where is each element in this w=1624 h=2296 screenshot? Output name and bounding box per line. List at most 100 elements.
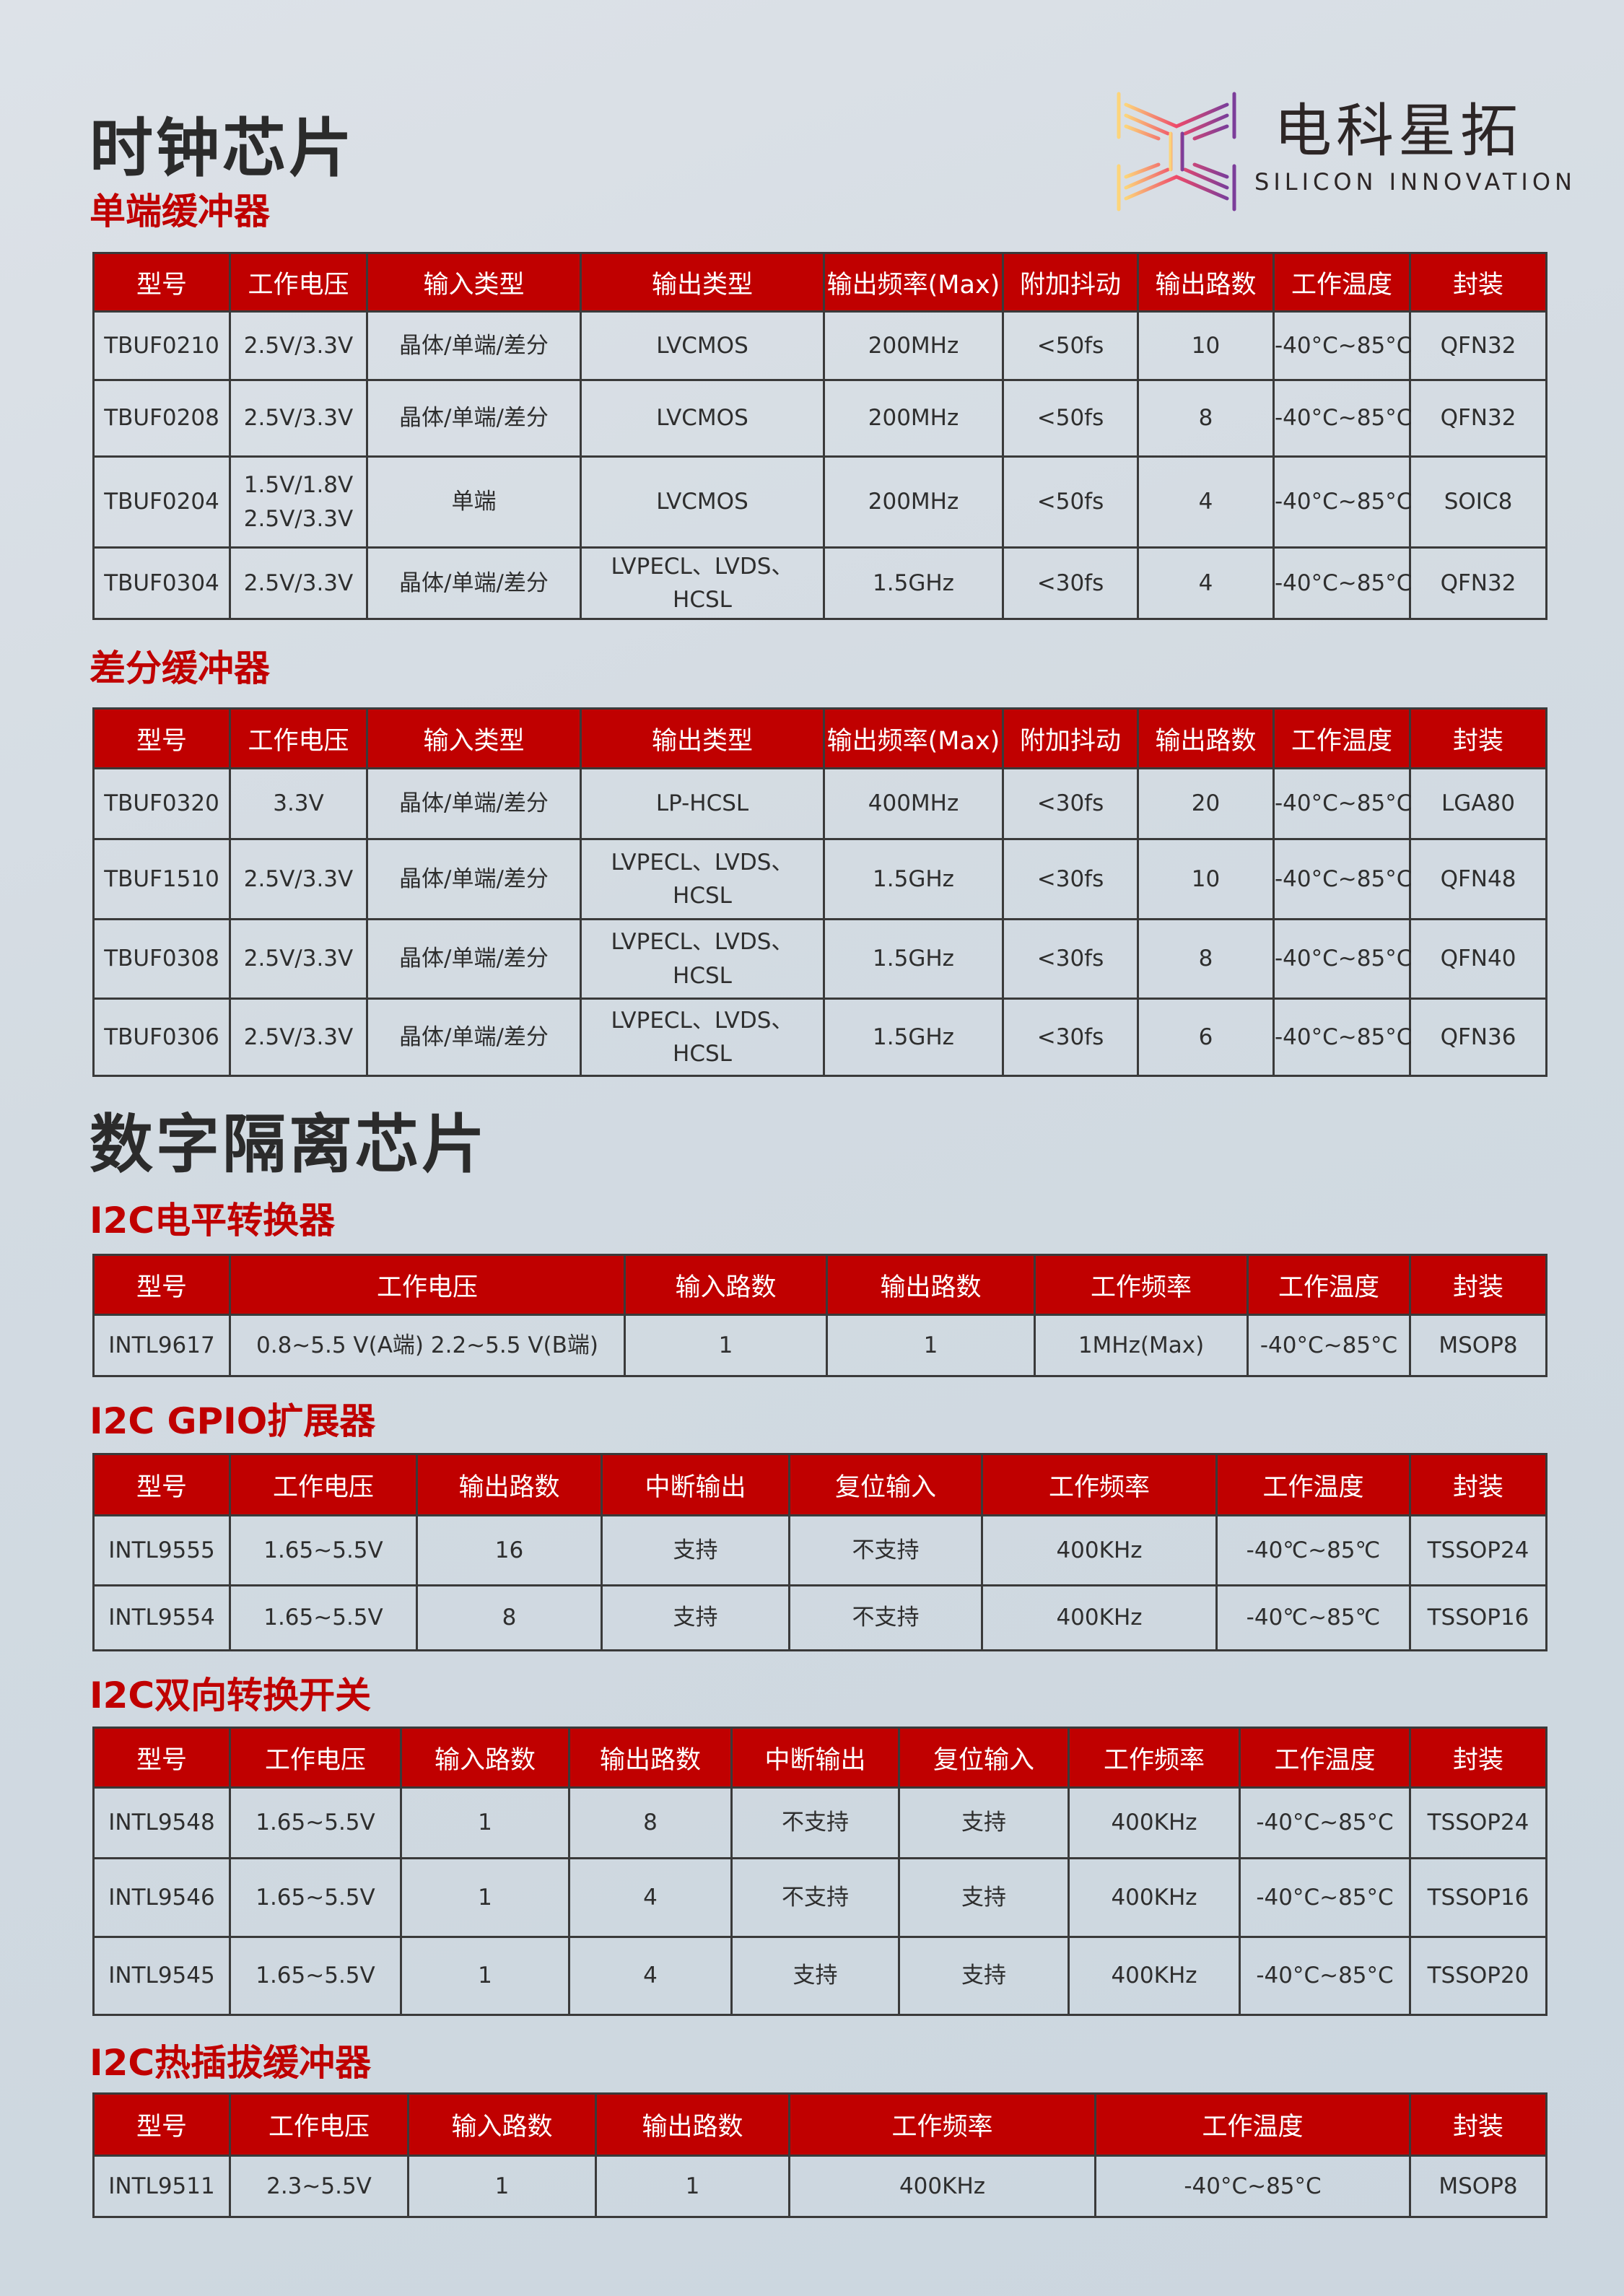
- column-header: 输入路数: [407, 2092, 597, 2157]
- column-header: 工作电压: [229, 252, 368, 313]
- column-header: 工作温度: [1215, 1453, 1411, 1516]
- table-cell: 支持: [898, 1936, 1070, 2016]
- table-cell: 支持: [601, 1584, 790, 1651]
- table-cell: MSOP8: [1409, 1314, 1547, 1377]
- column-header: 输出类型: [580, 707, 825, 769]
- table-cell: 2.5V/3.3V: [229, 546, 368, 620]
- table-header-row: 型号 工作电压 输入路数 输出路数 中断输出 复位输入 工作频率 工作温度 封装: [92, 1727, 1547, 1789]
- column-header: 封装: [1409, 1254, 1547, 1316]
- table-cell: LVPECL、LVDS、HCSL: [580, 998, 825, 1077]
- table-cell: 晶体/单端/差分: [366, 838, 582, 920]
- table-cell: 4: [568, 1936, 733, 2016]
- table-cell: QFN32: [1409, 379, 1547, 458]
- section-title-clock: 时钟芯片: [90, 111, 356, 185]
- column-header: 型号: [92, 2092, 231, 2157]
- table-cell: 1.5GHz: [823, 546, 1004, 620]
- table-cell: INTL9511: [92, 2155, 231, 2218]
- table-cell: QFN32: [1409, 546, 1547, 620]
- table-cell: <30fs: [1002, 838, 1139, 920]
- table-cell: 晶体/单端/差分: [366, 998, 582, 1077]
- table-cell: <50fs: [1002, 310, 1139, 381]
- column-header: 工作频率: [1034, 1254, 1249, 1316]
- table-row: INTL9548 1.65~5.5V 1 8 不支持 支持 400KHz -40°C~85°C…: [92, 1786, 1547, 1859]
- table-cell: 1: [595, 2155, 790, 2218]
- table-cell: TSSOP16: [1409, 1857, 1547, 1938]
- table-cell: <30fs: [1002, 998, 1139, 1077]
- table-cell: -40°C~85°C: [1272, 838, 1412, 920]
- table-cell: TSSOP24: [1409, 1514, 1547, 1586]
- column-header: 工作温度: [1247, 1254, 1411, 1316]
- column-header: 复位输入: [898, 1727, 1070, 1789]
- table-cell: -40℃~85℃: [1215, 1584, 1411, 1651]
- table-cell: 1: [400, 1936, 570, 2016]
- column-header: 工作电压: [229, 1453, 418, 1516]
- table-cell: 400KHz: [981, 1514, 1218, 1586]
- column-header: 工作电压: [229, 1727, 402, 1789]
- table-cell: 400KHz: [788, 2155, 1096, 2218]
- column-header: 型号: [92, 1254, 231, 1316]
- table-cell: 1.5GHz: [823, 998, 1004, 1077]
- table-cell: TBUF0210: [92, 310, 231, 381]
- table-cell: <30fs: [1002, 767, 1139, 840]
- table-cell: -40°C~85°C: [1272, 379, 1412, 458]
- table-title: I2C双向转换开关: [90, 1675, 372, 1716]
- table-cell: 不支持: [730, 1857, 900, 1938]
- table-cell: 2.5V/3.3V: [229, 838, 368, 920]
- table-cell: TBUF0304: [92, 546, 231, 620]
- table-cell: <50fs: [1002, 455, 1139, 549]
- spec-table: 型号 工作电压 输出路数 中断输出 复位输入 工作频率 工作温度 封装 INTL9555 1.65…: [92, 1453, 1547, 1651]
- table-cell: -40°C~85°C: [1272, 310, 1412, 381]
- table-cell: -40°C~85°C: [1272, 998, 1412, 1077]
- table-cell: 16: [416, 1514, 603, 1586]
- table-cell: 1.5GHz: [823, 838, 1004, 920]
- spec-table: 型号 工作电压 输入路数 输出路数 工作频率 工作温度 封装 INTL9617 0.8~5.5 …: [92, 1254, 1547, 1377]
- table-title: 单端缓冲器: [90, 191, 270, 232]
- table-cell: -40°C~85°C: [1272, 767, 1412, 840]
- table-cell: 支持: [898, 1786, 1070, 1859]
- table-title: I2C热插拔缓冲器: [90, 2042, 372, 2084]
- table-cell: QFN40: [1409, 918, 1547, 1000]
- column-header: 型号: [92, 1453, 231, 1516]
- table-row: TBUF0304 2.5V/3.3V 晶体/单端/差分 LVPECL、LVDS、HCS…: [92, 546, 1547, 620]
- table-cell: 4: [1137, 455, 1275, 549]
- column-header: 封装: [1409, 1453, 1547, 1516]
- table-cell: -40°C~85°C: [1094, 2155, 1411, 2218]
- table-cell: 1MHz(Max): [1034, 1314, 1249, 1377]
- table-title: 差分缓冲器: [90, 647, 270, 689]
- table-cell: <50fs: [1002, 379, 1139, 458]
- column-header: 复位输入: [788, 1453, 983, 1516]
- table-cell: TBUF0204: [92, 455, 231, 549]
- table-cell: 1.65~5.5V: [229, 1584, 418, 1651]
- column-header: 附加抖动: [1002, 252, 1139, 313]
- table-cell: LVCMOS: [580, 455, 825, 549]
- table-cell: 1: [407, 2155, 597, 2218]
- table-cell: TBUF1510: [92, 838, 231, 920]
- table-cell: 8: [1137, 918, 1275, 1000]
- brand-name-cn: 电科星拓: [1274, 97, 1522, 165]
- table-cell: 晶体/单端/差分: [366, 379, 582, 458]
- column-header: 工作电压: [229, 1254, 626, 1316]
- column-header: 输入类型: [366, 252, 582, 313]
- table-cell: 1.65~5.5V: [229, 1936, 402, 2016]
- table-cell: 晶体/单端/差分: [366, 310, 582, 381]
- table-cell: LVCMOS: [580, 379, 825, 458]
- table-cell: TSSOP16: [1409, 1584, 1547, 1651]
- table-cell: 1.65~5.5V: [229, 1857, 402, 1938]
- table-row: INTL9617 0.8~5.5 V(A端) 2.2~5.5 V(B端) 1 1 1MH…: [92, 1314, 1547, 1377]
- table-cell: INTL9555: [92, 1514, 231, 1586]
- table-cell: 2.5V/3.3V: [229, 379, 368, 458]
- column-header: 中断输出: [730, 1727, 900, 1789]
- table-cell: LGA80: [1409, 767, 1547, 840]
- column-header: 型号: [92, 1727, 231, 1789]
- table-row: TBUF0204 1.5V/1.8V 2.5V/3.3V 单端 LVCMOS 200MH…: [92, 455, 1547, 549]
- table-cell: 支持: [601, 1514, 790, 1586]
- table-row: TBUF0320 3.3V 晶体/单端/差分 LP-HCSL 400MHz <30fs 20…: [92, 767, 1547, 840]
- column-header: 输出类型: [580, 252, 825, 313]
- table-cell: 3.3V: [229, 767, 368, 840]
- spec-table: 型号 工作电压 输入类型 输出类型 输出频率(Max) 附加抖动 输出路数 工作温度 封装 TBU…: [92, 707, 1547, 1077]
- column-header: 输出频率(Max): [823, 252, 1004, 313]
- column-header: 封装: [1409, 1727, 1547, 1789]
- column-header: 中断输出: [601, 1453, 790, 1516]
- table-cell: LP-HCSL: [580, 767, 825, 840]
- column-header: 输出路数: [595, 2092, 790, 2157]
